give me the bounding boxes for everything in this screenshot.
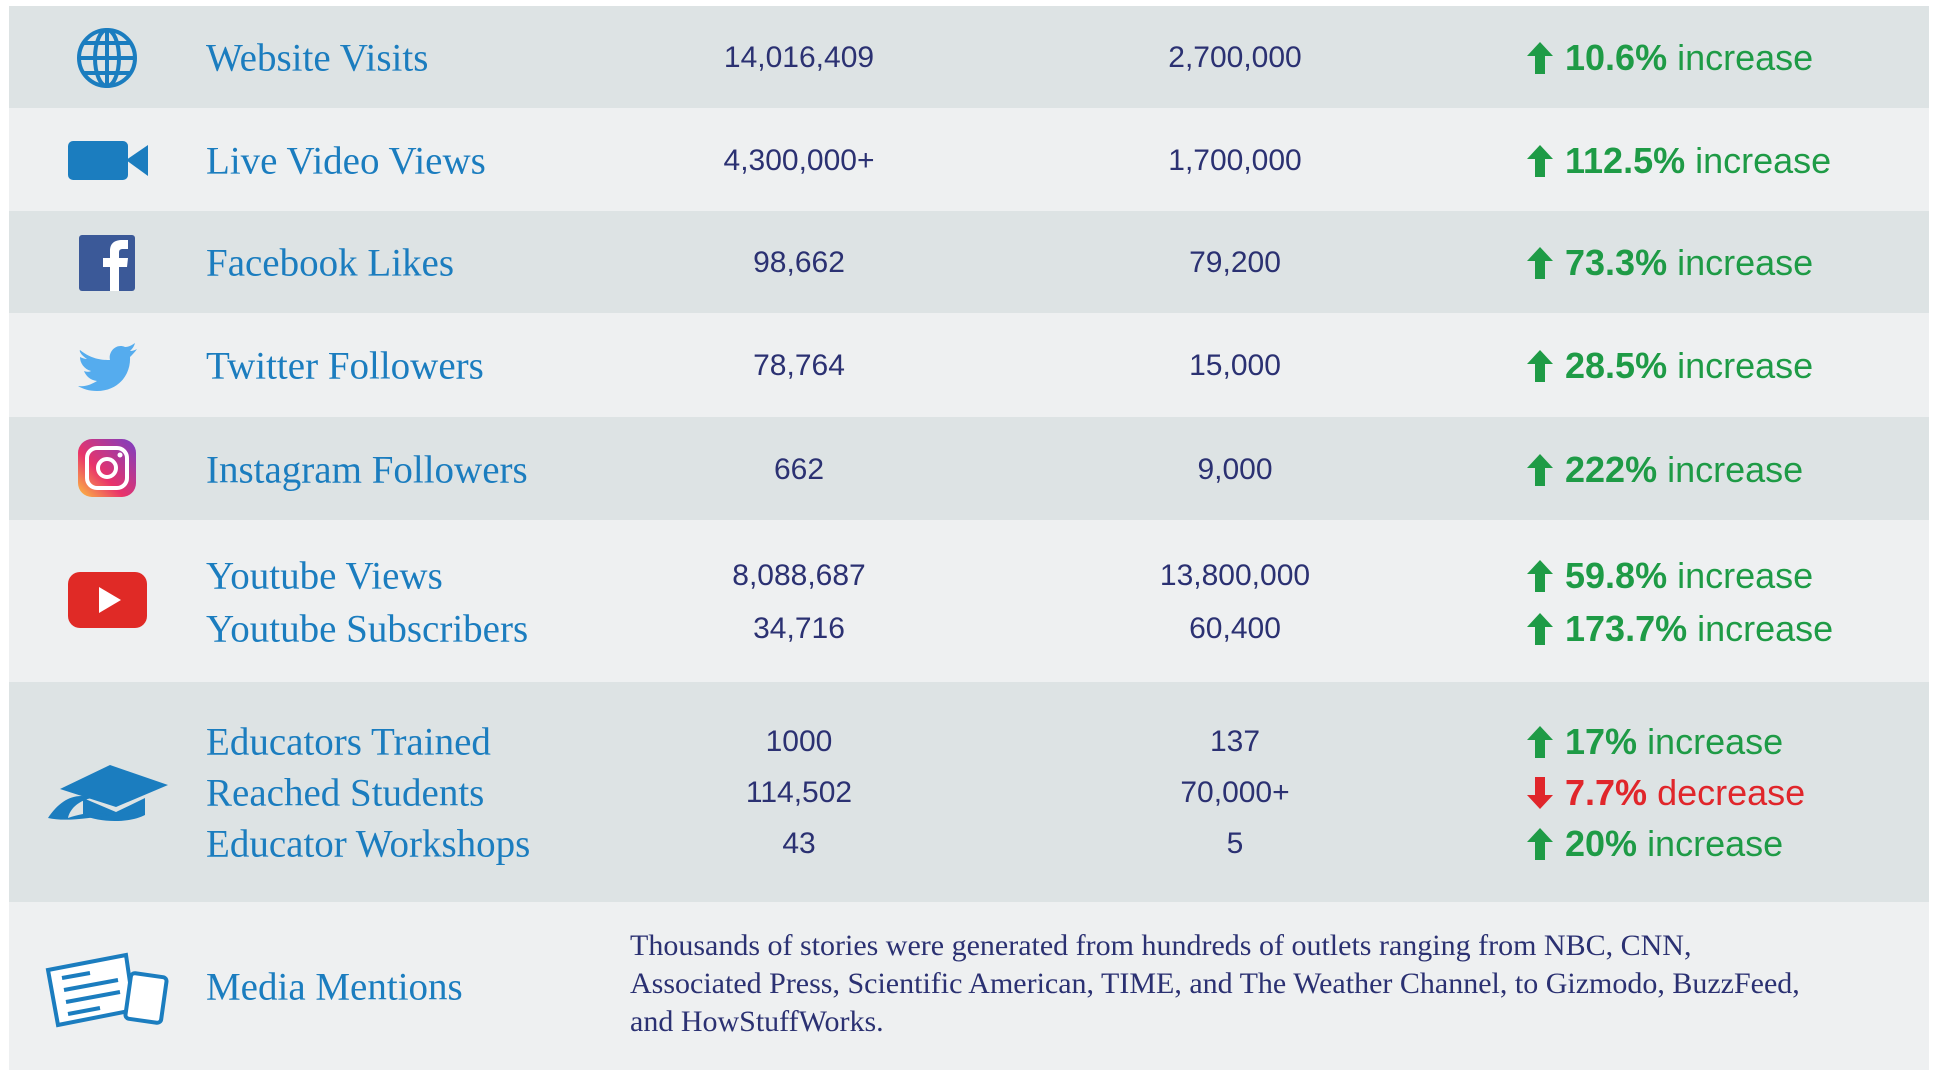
metric-label: Twitter Followers [206,344,484,388]
change: 112.5% increase [1527,140,1831,182]
change-word: increase [1647,721,1784,762]
up-arrow [1527,612,1553,645]
up-arrow [1527,350,1553,382]
up-arrow [1527,453,1553,486]
change-word: increase [1647,823,1784,864]
change-word: increase [1695,139,1832,181]
table-row: Facebook Likes 98,662 79,200 73.3% increase [9,211,1929,313]
change-percent: 59.8% [1565,554,1668,596]
value-2015: 662 [773,452,825,486]
table-row: Twitter Followers 78,764 15,000 28.5% increa… [9,313,1929,417]
change-word: increase [1697,607,1834,649]
value-2015: 78,764 [753,349,845,382]
metric-label: Educator Workshops [206,822,531,866]
metric-label: Instagram Followers [206,448,528,491]
metric-label: Media Mentions [206,965,463,1009]
change: 17% increase [1527,721,1783,763]
up-arrow [1527,247,1553,279]
value-2016: 137 [1209,725,1261,758]
change-percent: 112.5% [1565,139,1686,181]
camera-icon [68,141,148,180]
metric-label: Youtube Subscribers [206,607,529,650]
up-arrow [1527,144,1553,177]
newspaper-icon [45,952,169,1028]
metric-label: Youtube Views [206,554,443,597]
change: 7.7% decrease [1527,772,1805,814]
metric-label: Educators Trained [206,720,491,764]
table-row: Website Visits 14,016,409 2,700,000 10.6% in… [9,6,1929,108]
change-percent: 17% [1565,721,1638,762]
table-row: Media Mentions Thousands of stories were … [9,902,1929,1070]
value-2015: 43 [782,827,816,860]
change-percent: 173.7% [1565,607,1688,649]
value-2016: 5 [1226,827,1244,860]
change: 73.3% increase [1527,242,1813,284]
youtube-icon [68,572,147,628]
change-word: increase [1677,37,1814,78]
change-percent: 73.3% [1565,242,1668,283]
media-description: Thousands of stories were generated from… [630,929,1800,1038]
facebook-icon [79,235,135,291]
up-arrow [1527,828,1553,860]
twitter-icon [78,343,137,391]
value-2016: 2,700,000 [1168,41,1302,74]
change-word: increase [1667,448,1804,490]
value-2015: 34,716 [753,611,845,645]
table-row: Educators Trained 1000 137 17% increase Reach… [9,682,1929,902]
change-word: increase [1677,554,1814,596]
change: 222% increase [1527,449,1803,491]
change-percent: 7.7% [1565,772,1648,813]
change-percent: 222% [1565,448,1658,490]
value-2015: 8,088,687 [732,558,866,592]
graduation-icon [48,765,168,821]
change: 20% increase [1527,823,1783,865]
value-2016: 79,200 [1189,246,1281,279]
value-2016: 60,400 [1189,611,1281,645]
change-percent: 10.6% [1565,37,1668,78]
up-arrow [1527,726,1553,758]
change: 10.6% increase [1527,37,1813,79]
metric-label: Facebook Likes [206,241,455,285]
value-2016: 1,700,000 [1168,143,1302,177]
value-2015: 14,016,409 [723,41,875,74]
up-arrow [1527,42,1553,74]
change-percent: 28.5% [1565,345,1668,386]
change-word: increase [1677,242,1814,283]
down-arrow [1527,777,1553,809]
value-2016: 15,000 [1189,349,1281,382]
table-row: Instagram Followers 662 9,000 222% increase [9,417,1929,520]
value-2016: 13,800,000 [1159,558,1311,592]
change-word: decrease [1657,772,1806,813]
change: 173.7% increase [1527,608,1833,650]
metric-label: Website Visits [206,36,429,80]
value-2015: 98,662 [753,246,845,279]
table-row: Live Video Views 4,300,000+ 1,700,000 112.5… [9,108,1929,211]
up-arrow [1527,559,1553,592]
change: 28.5% increase [1527,345,1813,387]
value-2016: 70,000+ [1180,776,1290,809]
value-2015: 114,502 [745,776,853,809]
instagram-icon [78,439,136,497]
globe-icon [77,28,137,88]
change-percent: 20% [1565,823,1638,864]
value-2015: 1000 [765,725,833,758]
change: 59.8% increase [1527,555,1813,597]
metric-label: Reached Students [206,771,485,815]
value-2016: 9,000 [1197,452,1273,486]
table-row: Youtube Views 8,088,687 13,800,000 59.8% inc… [9,520,1929,682]
value-2015: 4,300,000+ [723,143,875,177]
metric-label: Live Video Views [206,139,486,182]
change-word: increase [1677,345,1814,386]
